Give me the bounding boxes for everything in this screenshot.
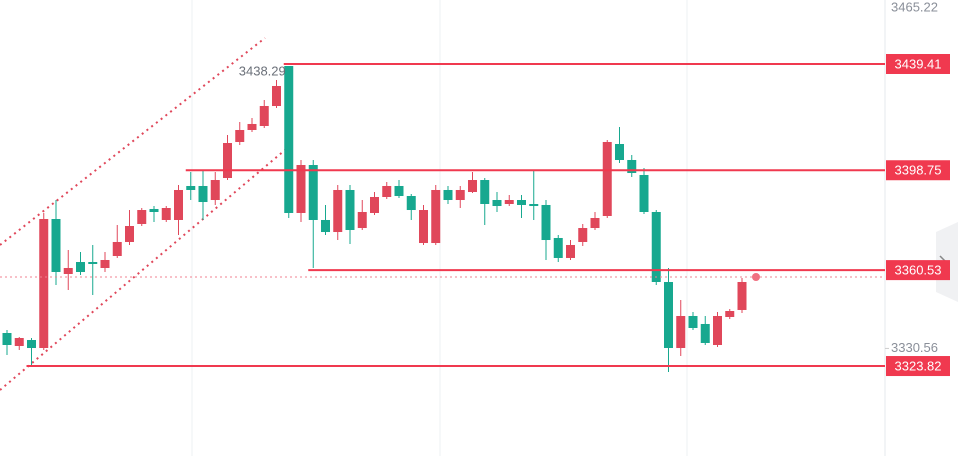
level-label: 3398.75 [895,163,942,178]
candle-body [321,219,330,233]
candle-body [284,66,294,213]
level-label-box [886,53,950,74]
candle-body [443,189,453,201]
candle-body [63,267,73,275]
candle-body [480,180,490,204]
candle-body [174,189,183,220]
y-tick-label: 3330.56 [891,340,938,355]
level-label: 3360.53 [895,263,942,278]
candle-body [247,123,257,130]
candle-body [431,189,441,244]
candle-body [76,262,85,272]
candle-body [615,144,624,160]
level-label: 3439.41 [895,56,942,71]
candle-body [272,85,281,107]
candle-body [590,218,600,229]
candle-body [259,106,269,127]
y-tick-label: 3465.22 [891,0,938,14]
candle-body [529,203,539,207]
candle-body [2,333,12,345]
candle-body [125,226,134,242]
candle-body [664,281,673,349]
candle-body [541,204,551,241]
candle-body [345,189,355,230]
candle-body [112,241,122,256]
candle-body [186,185,196,190]
candle-body [223,143,232,178]
candle-body [27,340,36,349]
candle-body [51,218,61,272]
candle-body [14,337,24,346]
level-label: 3323.82 [895,358,942,373]
candle-body [137,210,147,224]
candle-body [210,180,220,201]
vertical-grid [191,0,886,456]
channel-upper [0,37,266,246]
high-annotation: 3438.29 [239,63,286,78]
candle-body [235,129,245,142]
candle-body [39,218,49,349]
level-label-box [886,356,950,377]
candle-body [357,211,367,229]
candle-body [100,259,110,268]
candle-body [296,165,306,213]
candle-body [639,174,649,212]
level-label-box [886,160,950,181]
candle-body [578,228,588,242]
candle-body [651,211,661,282]
candle-body [504,200,514,204]
candle-body [419,210,428,244]
candle-body [566,244,575,258]
candle-body [394,185,404,197]
channel [0,37,286,391]
candle-body [737,281,747,310]
candle-body [700,323,710,343]
candle-body [517,200,526,205]
candle-body [161,207,171,220]
candle-body [713,315,722,345]
candle-body [602,141,612,216]
candle-body [198,185,208,203]
candle-body [688,315,698,328]
level-label-box [886,260,950,281]
candle-body [725,311,735,317]
candle-body [370,196,379,213]
candle-body [627,159,637,174]
candle-body [468,180,477,193]
candle-body [406,196,416,211]
candle-body [492,200,502,207]
candle-body [553,237,563,258]
candle-body [149,208,159,212]
candle-body [382,185,392,197]
candle-body [308,165,318,220]
last-price-dot [752,272,760,281]
candle-body [676,315,686,349]
candle-body [88,262,98,264]
candle-body [333,189,343,233]
channel-lower [0,149,286,391]
candle-body [455,189,465,201]
